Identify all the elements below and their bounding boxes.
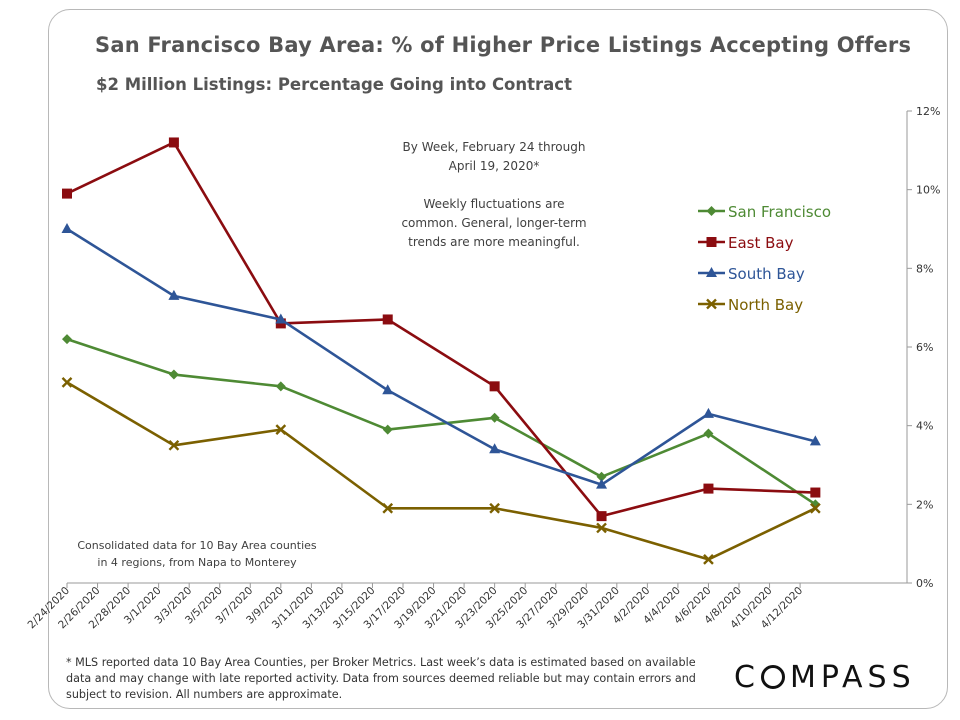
data-point-north-bay bbox=[596, 522, 607, 534]
data-point-south-bay bbox=[61, 223, 73, 233]
data-point-san-francisco bbox=[168, 369, 179, 380]
data-point-south-bay bbox=[489, 443, 501, 454]
data-point-north-bay bbox=[168, 439, 180, 451]
annotation-fluctuation-note: Weekly fluctuations are bbox=[423, 197, 564, 211]
slide-frame bbox=[48, 9, 948, 709]
legend-marker-east-bay bbox=[706, 237, 717, 247]
data-point-san-francisco bbox=[62, 334, 72, 345]
data-point-south-bay bbox=[382, 384, 394, 395]
series-line-east-bay bbox=[66, 141, 816, 518]
footnote: * MLS reported data 10 Bay Area Counties… bbox=[66, 656, 696, 701]
data-point-east-bay bbox=[489, 381, 500, 392]
data-point-east-bay bbox=[62, 188, 72, 199]
data-point-san-francisco bbox=[275, 381, 286, 392]
annotation-fluctuation-note: trends are more meaningful. bbox=[408, 235, 580, 249]
chart-subtitle: $2 Million Listings: Percentage Going in… bbox=[96, 75, 572, 94]
data-point-east-bay bbox=[703, 483, 714, 494]
data-point-east-bay bbox=[382, 314, 393, 325]
data-point-east-bay bbox=[168, 137, 179, 148]
data-point-north-bay bbox=[382, 502, 394, 514]
y-tick-label: 0% bbox=[916, 577, 933, 590]
legend-marker-san-francisco bbox=[706, 206, 717, 216]
annotation-week-range: April 19, 2020* bbox=[449, 159, 540, 173]
legend-label-east-bay: East Bay bbox=[728, 234, 794, 252]
data-point-south-bay bbox=[596, 478, 608, 489]
data-point-east-bay bbox=[596, 511, 607, 522]
data-point-san-francisco bbox=[596, 471, 607, 482]
data-point-san-francisco bbox=[489, 412, 500, 423]
legend-label-san-francisco: San Francisco bbox=[728, 203, 831, 221]
y-tick-label: 12% bbox=[916, 105, 940, 118]
compass-logo: C MPASS bbox=[734, 660, 916, 695]
legend-marker-south-bay bbox=[706, 267, 717, 277]
y-tick-label: 2% bbox=[916, 498, 933, 511]
series-line-north-bay bbox=[66, 381, 816, 561]
data-point-north-bay bbox=[275, 424, 287, 435]
y-tick-label: 10% bbox=[916, 184, 940, 197]
data-point-north-bay bbox=[61, 377, 73, 388]
y-tick-label: 4% bbox=[916, 420, 933, 433]
data-point-san-francisco bbox=[382, 424, 393, 435]
data-point-south-bay bbox=[809, 435, 821, 446]
data-point-north-bay bbox=[810, 502, 821, 514]
annotation-fluctuation-note: common. General, longer-term bbox=[401, 216, 586, 230]
data-point-east-bay bbox=[810, 487, 821, 498]
data-point-south-bay bbox=[275, 313, 287, 324]
annotation-week-range: By Week, February 24 through bbox=[403, 140, 586, 154]
data-point-north-bay bbox=[489, 502, 500, 514]
series-line-south-bay bbox=[66, 227, 816, 486]
y-tick-label: 6% bbox=[916, 341, 933, 354]
y-tick-label: 8% bbox=[916, 262, 933, 275]
legend-label-south-bay: South Bay bbox=[728, 265, 805, 283]
legend-label-north-bay: North Bay bbox=[728, 296, 803, 314]
annotation-counties: in 4 regions, from Napa to Monterey bbox=[97, 556, 297, 569]
data-point-south-bay bbox=[702, 407, 714, 418]
data-point-south-bay bbox=[168, 289, 180, 300]
data-point-north-bay bbox=[703, 554, 714, 565]
legend-marker-north-bay bbox=[706, 298, 717, 310]
series-line-san-francisco bbox=[66, 337, 817, 506]
logo-ring-icon bbox=[760, 665, 785, 689]
annotation-counties: Consolidated data for 10 Bay Area counti… bbox=[77, 539, 317, 552]
data-point-san-francisco bbox=[703, 428, 714, 439]
chart-title: San Francisco Bay Area: % of Higher Pric… bbox=[95, 33, 912, 57]
